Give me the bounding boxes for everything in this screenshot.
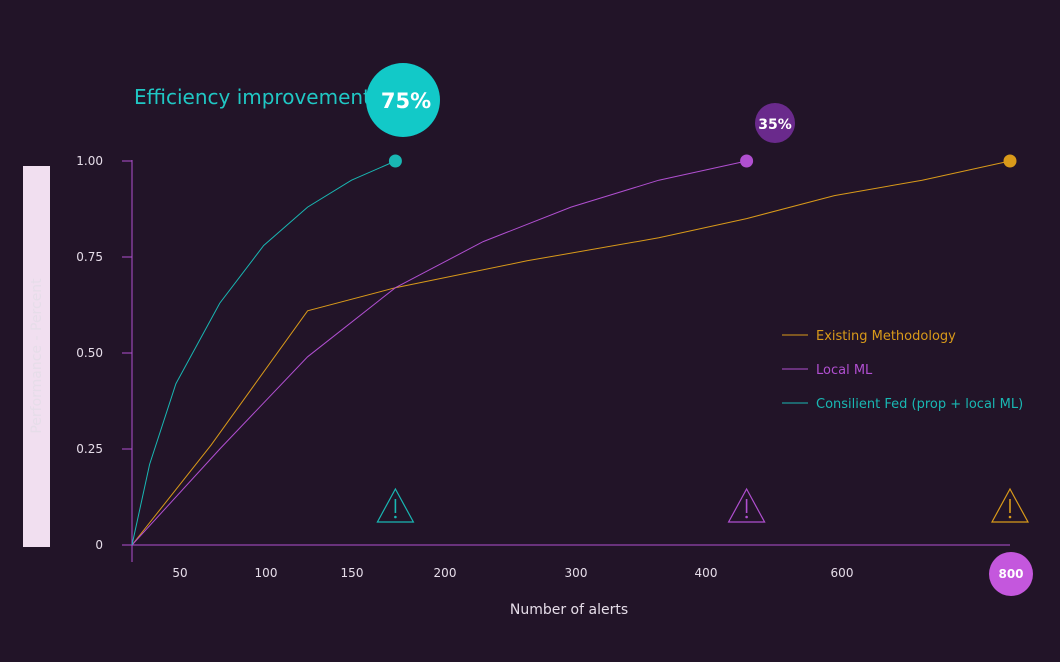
y-axis-title: Performance - Percent [29, 278, 45, 434]
end-dots [388, 154, 1017, 168]
legend-label-consilient: Consilient Fed (prop + local ML) [816, 397, 1023, 412]
x-axis-title: Number of alerts [510, 602, 628, 618]
warning-triangle-icon [990, 487, 1030, 523]
efficiency-label: Efficiency improvement [134, 85, 371, 109]
x-tick-label: 150 [341, 566, 364, 580]
x-tick-label: 50 [172, 566, 187, 580]
series-end-dot-0 [1003, 154, 1017, 168]
series-line-0 [131, 160, 1011, 546]
x-tick-label: 100 [255, 566, 278, 580]
legend-label-local-ml: Local ML [816, 363, 873, 378]
x-tick-label: 200 [434, 566, 457, 580]
warning-triangle-icon [376, 487, 415, 523]
y-axis-title-box [23, 166, 50, 547]
max-alerts-badge-text: 800 [998, 567, 1023, 581]
max-alerts-badge [989, 552, 1033, 596]
efficiency-badge [366, 63, 440, 137]
y-tick-label: 1.00 [76, 154, 103, 168]
series-line-1 [131, 160, 747, 546]
efficiency-badge-text: 75% [381, 89, 431, 113]
y-ticks: 0 0.25 0.50 0.75 1.00 [76, 154, 132, 552]
series-end-dot-2 [388, 154, 402, 168]
y-tick-label: 0 [95, 538, 103, 552]
y-tick-label: 0.75 [76, 250, 103, 264]
x-ticks: 50 100 150 200 300 400 600 [172, 566, 853, 580]
legend-label-existing: Existing Methodology [816, 329, 956, 344]
series-lines [131, 160, 1011, 546]
x-tick-label: 300 [565, 566, 588, 580]
series-line-2 [131, 160, 396, 546]
local-ml-badge [755, 103, 795, 143]
local-ml-badge-text: 35% [758, 117, 792, 133]
warning-triangle-icon [727, 487, 766, 523]
x-tick-label: 600 [831, 566, 854, 580]
legend: Existing Methodology Local ML Consilient… [782, 329, 1023, 412]
warning-icons [376, 487, 1030, 523]
series-end-dot-1 [740, 154, 754, 168]
x-tick-label: 400 [695, 566, 718, 580]
y-tick-label: 0.25 [76, 442, 103, 456]
y-tick-label: 0.50 [76, 346, 103, 360]
